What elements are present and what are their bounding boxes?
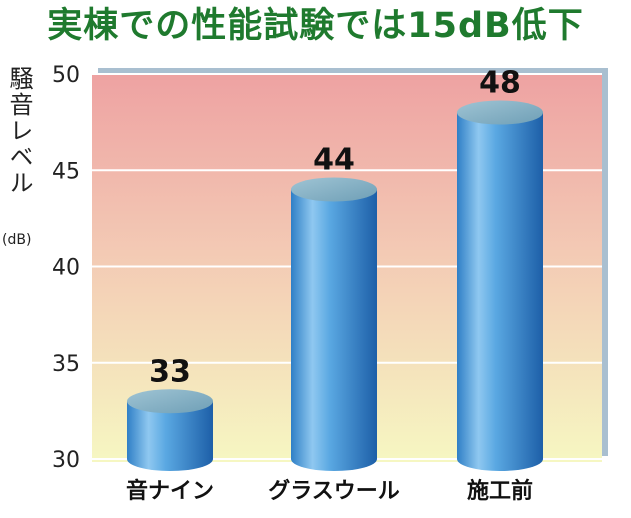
bar-value-label: 33: [149, 354, 191, 389]
category-label: 施工前: [467, 478, 533, 504]
bar: [291, 177, 377, 471]
bar-top: [127, 389, 213, 414]
bar-value-label: 44: [313, 143, 355, 178]
bar-body: [127, 401, 213, 471]
bars: [127, 100, 543, 471]
bar: [127, 389, 213, 471]
y-axis-unit: (dB): [2, 232, 32, 248]
bar-body: [291, 189, 377, 471]
category-labels: 音ナイン グラスウール 施工前: [126, 478, 533, 504]
value-labels: 33 44 48: [149, 66, 521, 390]
bar-body: [457, 112, 543, 471]
y-tick-labels: 30 35 40 45 50: [52, 63, 80, 473]
y-tick-label: 45: [52, 159, 80, 184]
y-tick-label: 40: [52, 256, 80, 281]
bar: [457, 100, 543, 471]
bar-value-label: 48: [479, 66, 521, 101]
y-tick-label: 35: [52, 352, 80, 377]
y-tick-label: 50: [52, 63, 80, 88]
category-label: 音ナイン: [126, 478, 214, 504]
category-label: グラスウール: [268, 478, 400, 504]
y-axis-label: 騒音レベル: [5, 66, 33, 196]
chart-title: 実棟での性能試験では15dB低下: [47, 6, 584, 46]
y-tick-label: 30: [52, 448, 80, 473]
bar-top: [291, 177, 377, 202]
bar-top: [457, 100, 543, 125]
